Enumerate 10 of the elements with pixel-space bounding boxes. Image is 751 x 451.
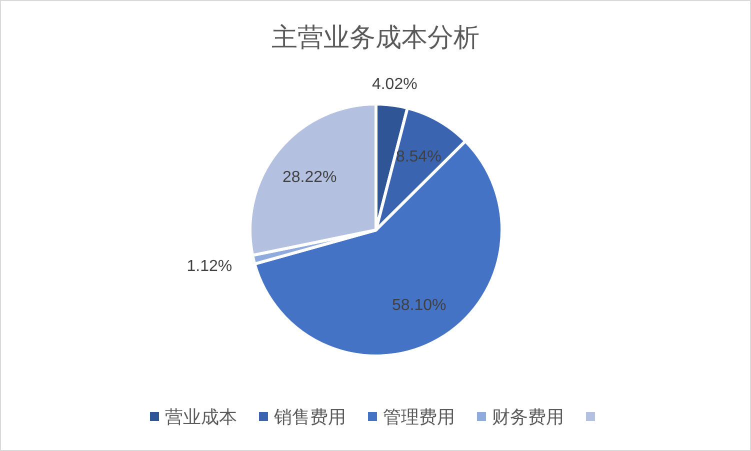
chart-title: 主营业务成本分析 [272, 22, 480, 52]
data-label: 1.12% [186, 258, 232, 275]
legend-label: 财务费用 [492, 407, 564, 427]
legend-label: 营业成本 [165, 407, 237, 427]
legend-label: 管理费用 [383, 407, 455, 427]
data-label: 28.22% [282, 168, 337, 186]
data-label: 8.54% [396, 148, 442, 166]
data-label: 58.10% [392, 297, 446, 314]
data-label: 4.02% [372, 76, 418, 94]
legend-label: 销售费用 [273, 407, 346, 427]
